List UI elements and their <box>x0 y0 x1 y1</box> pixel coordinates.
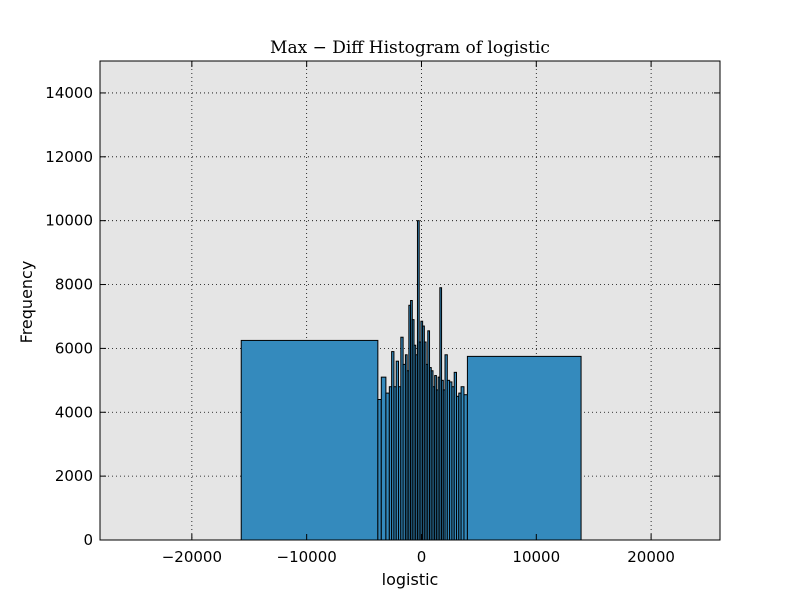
x-tick-label: −10000 <box>277 548 337 566</box>
plot-frame <box>99 60 721 541</box>
histogram-bar <box>466 355 582 541</box>
x-tick-label: 20000 <box>627 548 675 566</box>
y-tick-label: 4000 <box>55 403 93 421</box>
x-tick-label: 10000 <box>512 548 560 566</box>
y-tick-label: 6000 <box>55 339 93 357</box>
chart-title: Max − Diff Histogram of logistic <box>270 38 550 58</box>
y-tick-label: 2000 <box>55 467 93 485</box>
y-tick-label: 14000 <box>45 84 93 102</box>
histogram-bars <box>240 220 582 541</box>
y-tick-label: 8000 <box>55 276 93 294</box>
x-axis-title: logistic <box>382 570 439 589</box>
histogram-bar <box>385 392 390 541</box>
x-axis: −20000 −10000 0 10000 20000 <box>162 61 675 566</box>
y-axis: 0 2000 4000 6000 8000 10000 12000 14000 <box>45 84 720 549</box>
histogram-bar <box>463 394 468 541</box>
histogram-bar <box>240 339 379 541</box>
histogram-bar <box>377 398 382 541</box>
y-tick-label: 0 <box>83 531 93 549</box>
x-tick-label: 0 <box>417 548 427 566</box>
histogram-bar <box>380 376 387 541</box>
x-tick-label: −20000 <box>162 548 222 566</box>
y-tick-label: 10000 <box>45 212 93 230</box>
y-axis-title: Frequency <box>17 261 36 344</box>
y-tick-label: 12000 <box>45 148 93 166</box>
